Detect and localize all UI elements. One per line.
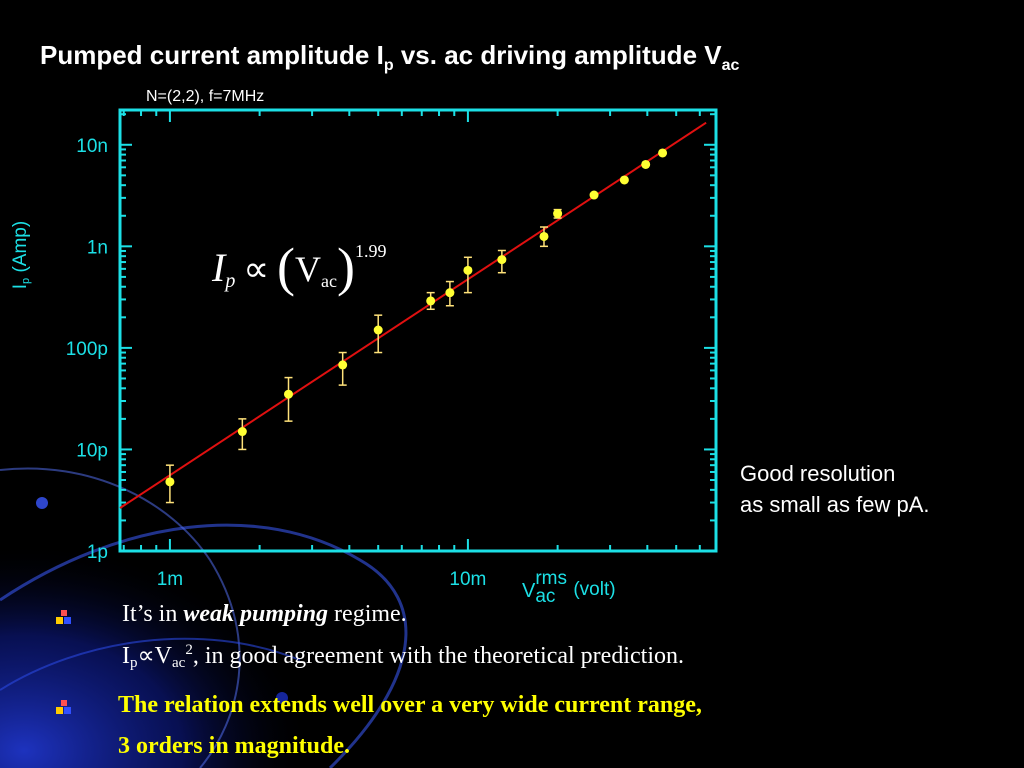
point-marker xyxy=(619,175,629,185)
slide-title: Pumped current amplitude Ip vs. ac drivi… xyxy=(40,40,740,74)
data-point xyxy=(539,226,549,248)
bullet-1-line-1: It’s in weak pumping regime. xyxy=(122,601,407,627)
data-point xyxy=(338,351,348,386)
y-tick-label: 100p xyxy=(66,339,108,360)
point-marker xyxy=(463,265,473,275)
resolution-note: Good resolution as small as few pA. xyxy=(740,461,930,517)
point-marker xyxy=(283,389,293,399)
bullet-1-line-2: Ip∝Vac2, in good agreement with the theo… xyxy=(122,642,684,671)
y-tick-label: 1p xyxy=(87,542,108,563)
data-point xyxy=(553,208,563,219)
data-point xyxy=(283,376,293,422)
point-marker xyxy=(658,148,668,158)
data-point xyxy=(497,249,507,274)
plot-frame xyxy=(118,108,718,553)
x-tick-label: 1m xyxy=(157,569,183,590)
data-point xyxy=(445,280,455,307)
data-point xyxy=(658,148,668,158)
data-point xyxy=(165,464,175,504)
data-point xyxy=(589,190,599,200)
data-point xyxy=(619,175,629,185)
data-point xyxy=(373,314,383,354)
point-marker xyxy=(165,477,175,487)
data-point xyxy=(641,159,651,169)
point-marker xyxy=(373,325,383,335)
point-marker xyxy=(553,209,563,219)
bullet-square-icon xyxy=(56,610,71,624)
tick-labels: 1p 10p 100p 1n 10n 1m 10m xyxy=(66,136,487,590)
fit-formula: Ip ∝ (Vac)1.99 xyxy=(212,237,387,297)
x-tick-label: 10m xyxy=(449,569,486,590)
y-tick-label: 1n xyxy=(87,237,108,258)
data-points xyxy=(165,148,668,504)
point-marker xyxy=(426,296,436,306)
chart-subtitle: N=(2,2), f=7MHz xyxy=(146,88,265,105)
point-marker xyxy=(338,360,348,370)
bullet-2-line-2: 3 orders in magnitude. xyxy=(118,733,351,759)
y-axis-label: Ip (Amp) xyxy=(10,220,32,290)
data-point xyxy=(463,256,473,294)
bullet-square-icon xyxy=(56,700,71,714)
fit-line xyxy=(119,121,707,509)
point-marker xyxy=(589,190,599,200)
point-marker xyxy=(445,288,455,298)
data-point xyxy=(426,291,436,311)
point-marker xyxy=(539,231,549,241)
axis-ticks xyxy=(120,110,716,552)
point-marker xyxy=(237,427,247,437)
point-marker xyxy=(641,159,651,169)
y-tick-label: 10p xyxy=(76,440,108,461)
point-marker xyxy=(497,255,507,265)
data-point xyxy=(237,418,247,451)
y-tick-label: 10n xyxy=(76,136,108,157)
bullet-2-line-1: The relation extends well over a very wi… xyxy=(118,692,702,718)
